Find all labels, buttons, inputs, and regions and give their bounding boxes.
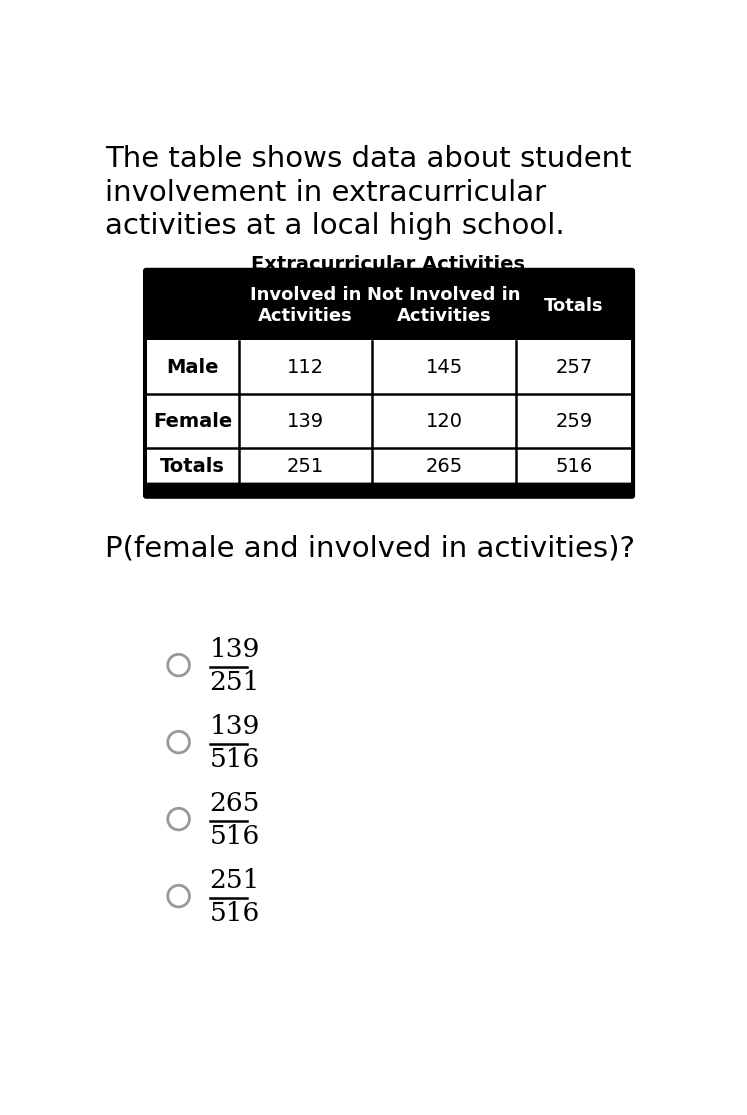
Text: Totals: Totals: [544, 297, 604, 314]
FancyBboxPatch shape: [144, 483, 633, 497]
Text: 265: 265: [210, 791, 260, 815]
Text: The table shows data about student
involvement in extracurricular
activities at : The table shows data about student invol…: [105, 145, 632, 241]
Text: 112: 112: [287, 358, 324, 377]
Text: 251: 251: [210, 867, 260, 893]
Text: 139: 139: [287, 411, 324, 430]
Text: Extracurricular Activities: Extracurricular Activities: [251, 254, 525, 273]
Text: 259: 259: [555, 411, 592, 430]
Text: Female: Female: [153, 411, 232, 430]
Bar: [146, 271, 632, 340]
FancyBboxPatch shape: [143, 268, 635, 498]
Text: 251: 251: [287, 456, 324, 476]
Text: 139: 139: [210, 637, 260, 661]
Text: 257: 257: [555, 358, 592, 377]
Text: 251: 251: [210, 670, 260, 696]
Text: 120: 120: [426, 411, 462, 430]
Text: 516: 516: [210, 824, 260, 850]
Text: P(female and involved in activities)?: P(female and involved in activities)?: [105, 534, 635, 562]
Text: 139: 139: [210, 714, 260, 738]
Text: 516: 516: [210, 747, 260, 773]
Text: 145: 145: [426, 358, 462, 377]
Text: Involved in
Activities: Involved in Activities: [250, 287, 362, 324]
Text: Male: Male: [167, 358, 219, 377]
Bar: [147, 340, 631, 484]
Text: 516: 516: [555, 456, 592, 476]
Text: Totals: Totals: [160, 456, 225, 476]
Text: 265: 265: [426, 456, 462, 476]
Text: 516: 516: [210, 902, 260, 927]
Text: Not Involved in
Activities: Not Involved in Activities: [368, 287, 521, 324]
